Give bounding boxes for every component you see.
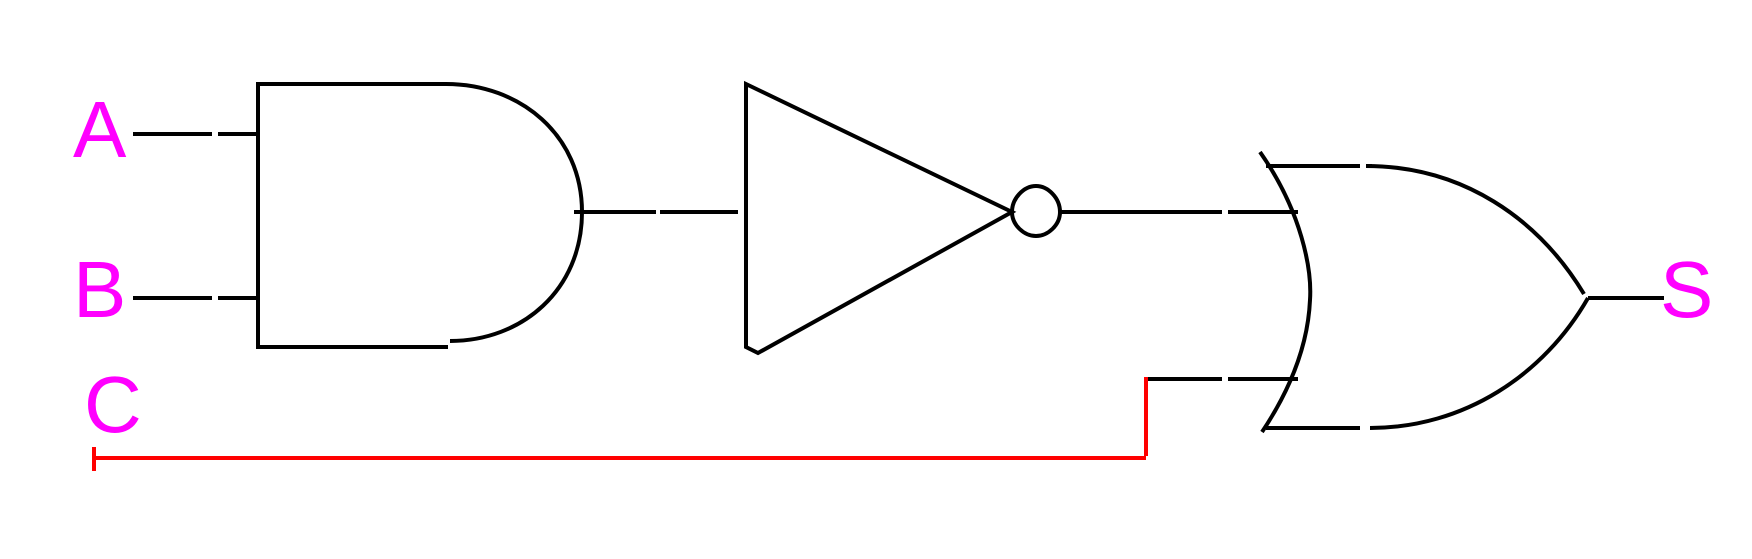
- or-gate-top-curve: [1365, 164, 1586, 296]
- not-gate-bubble: [1009, 183, 1063, 239]
- label-b: B: [73, 245, 126, 334]
- label-s: S: [1660, 245, 1713, 334]
- label-a: A: [73, 85, 127, 174]
- not-gate-triangle: [744, 80, 1017, 356]
- wire-c-highlighted: [92, 377, 1148, 471]
- label-c: C: [84, 360, 142, 449]
- and-gate-curve: [445, 82, 585, 343]
- or-gate-bottom-curve: [1369, 297, 1590, 430]
- and-gate: [256, 82, 585, 349]
- or-gate: [1258, 150, 1590, 434]
- or-gate-back-curve: [1258, 150, 1313, 434]
- not-gate: [744, 80, 1063, 356]
